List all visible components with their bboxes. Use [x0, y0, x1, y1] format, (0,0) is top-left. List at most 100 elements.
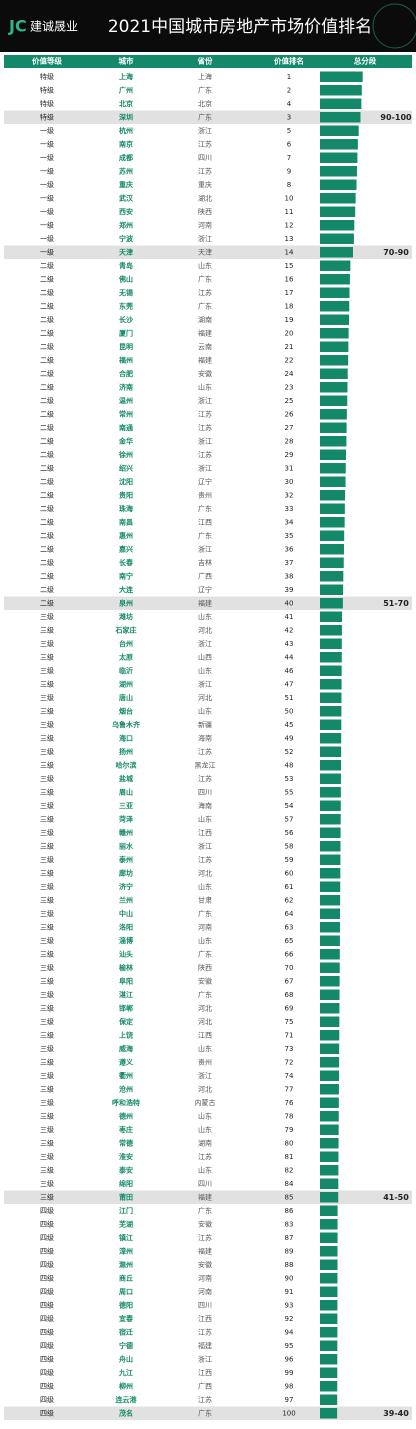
score-bar [320, 922, 340, 933]
city: 宁德 [119, 1341, 133, 1350]
rank: 21 [285, 343, 294, 351]
score-bar [320, 989, 340, 1000]
score-bar [320, 1178, 339, 1189]
grade: 一级 [40, 139, 54, 148]
province: 浙江 [198, 679, 212, 688]
province: 陕西 [198, 207, 212, 216]
city: 舟山 [119, 1354, 133, 1363]
score-bar [320, 1408, 338, 1419]
rank: 72 [285, 1058, 294, 1066]
score-bar [320, 1016, 340, 1027]
province: 江西 [198, 1315, 212, 1323]
score-bar [320, 854, 341, 865]
score-bar [320, 1219, 338, 1230]
city: 长春 [119, 558, 134, 567]
grade: 四级 [40, 1219, 54, 1228]
province: 甘肃 [198, 895, 212, 904]
rank: 61 [285, 883, 294, 891]
province: 浙江 [198, 463, 212, 472]
column-title: 总分段 [354, 56, 377, 66]
band-row-bg [4, 596, 412, 610]
province: 广东 [198, 531, 212, 540]
rank: 62 [285, 896, 294, 904]
score-bar [320, 1327, 338, 1338]
province: 江苏 [198, 423, 212, 432]
province: 内蒙古 [195, 1098, 216, 1107]
grade: 三级 [40, 828, 54, 837]
rank: 76 [285, 1099, 294, 1107]
city: 珠海 [119, 504, 133, 513]
province: 江苏 [198, 450, 212, 459]
province: 福建 [198, 1341, 212, 1350]
grade: 四级 [40, 1341, 54, 1350]
province: 安徽 [198, 976, 212, 985]
grade: 四级 [40, 1368, 54, 1377]
title: 2021中国城市房地产市场价值排名 [108, 17, 372, 37]
rank: 73 [285, 1045, 294, 1053]
province: 吉林 [198, 558, 212, 567]
score-bar [320, 409, 347, 420]
province: 河北 [198, 1004, 212, 1012]
grade: 二级 [40, 531, 54, 540]
score-bar [320, 233, 354, 244]
city: 滁州 [119, 1260, 133, 1269]
column-header [4, 55, 412, 68]
province: 江西 [198, 1369, 212, 1377]
grade: 三级 [40, 1192, 54, 1201]
grade: 一级 [40, 247, 54, 256]
province: 山东 [198, 1044, 212, 1053]
score-bar [320, 760, 342, 771]
grade: 三级 [40, 990, 54, 999]
rank: 58 [285, 842, 294, 850]
city: 合肥 [118, 369, 133, 378]
rank: 22 [285, 356, 294, 364]
city: 太原 [119, 652, 133, 661]
score-bar [320, 247, 353, 258]
rank: 23 [285, 383, 294, 391]
rank: 84 [285, 1180, 294, 1188]
province: 江苏 [198, 1233, 212, 1242]
grade: 三级 [40, 1003, 54, 1012]
province: 陕西 [198, 963, 212, 972]
score-bar [320, 881, 341, 892]
column-title: 价值等级 [32, 56, 62, 66]
province: 安徽 [198, 1260, 212, 1269]
band-row-bg [4, 110, 412, 124]
grade: 四级 [40, 1206, 54, 1215]
banner [0, 0, 416, 52]
grade: 二级 [40, 598, 54, 607]
grade: 三级 [40, 1138, 54, 1147]
score-bar [320, 1232, 338, 1243]
rank: 30 [285, 478, 294, 486]
rank: 17 [285, 289, 294, 297]
score-bar [320, 503, 345, 514]
grade: 三级 [40, 841, 54, 850]
city: 无锡 [118, 288, 133, 297]
rank: 56 [285, 829, 294, 837]
city: 漳州 [119, 1246, 133, 1255]
grade: 三级 [40, 1030, 54, 1039]
rank: 59 [285, 856, 294, 864]
rank: 32 [285, 491, 294, 499]
rank: 18 [285, 302, 294, 310]
rank: 9 [287, 167, 291, 175]
city: 德州 [119, 1111, 133, 1120]
rank: 64 [285, 910, 294, 918]
grade: 二级 [40, 558, 54, 567]
city: 临沂 [119, 666, 133, 675]
province: 浙江 [198, 436, 212, 445]
grade: 二级 [40, 369, 54, 378]
city: 中山 [119, 909, 133, 918]
province: 山东 [198, 814, 212, 823]
score-bar [320, 1313, 338, 1324]
grade: 三级 [40, 1044, 54, 1053]
city: 遵义 [119, 1057, 134, 1066]
grade: 三级 [40, 720, 54, 729]
score-bar [320, 584, 344, 595]
score-bar [320, 652, 342, 663]
grade: 二级 [40, 571, 54, 580]
city: 绵阳 [119, 1179, 133, 1188]
rank: 33 [285, 505, 294, 513]
city: 福州 [118, 355, 133, 364]
